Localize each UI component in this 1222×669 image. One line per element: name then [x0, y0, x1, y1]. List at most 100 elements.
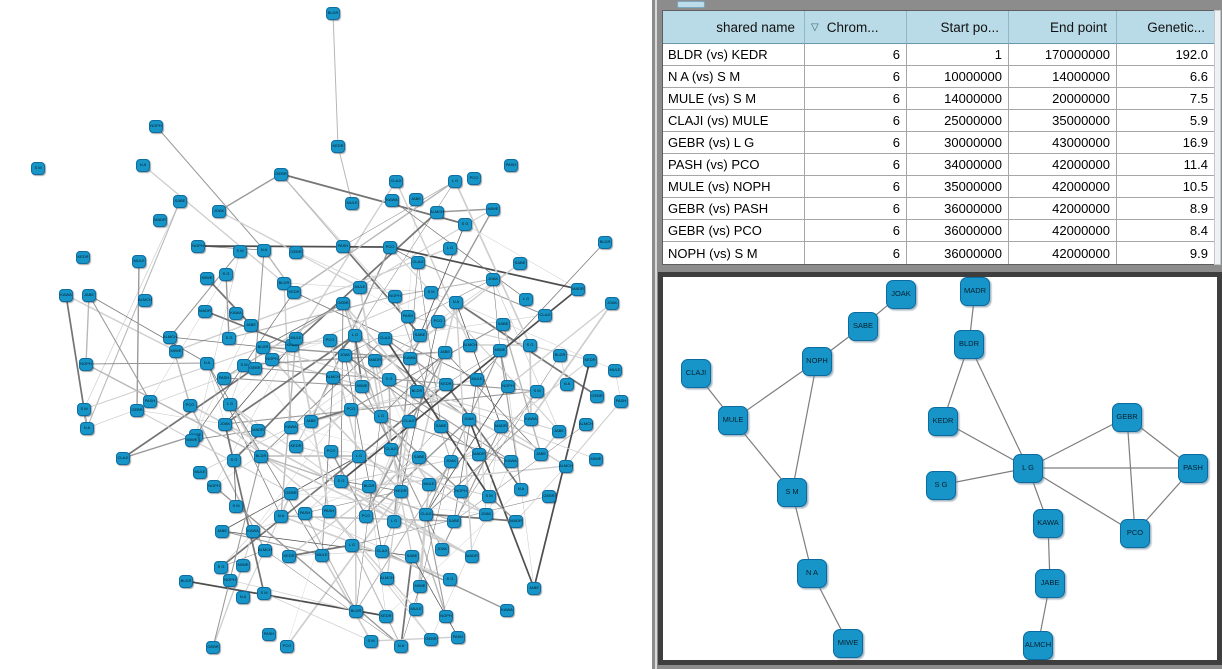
panel-splitter[interactable] [655, 0, 657, 669]
network-node[interactable]: KEDR [379, 609, 393, 623]
filtered-network-view-panel[interactable]: JOAK SABE NOPH CLAJI MULE S M N A MIWE MADR BLDR K… [658, 272, 1222, 665]
network-node[interactable]: JABE [409, 192, 423, 206]
network-node[interactable]: PCO [323, 333, 337, 347]
network-node[interactable]: KEDR [287, 285, 301, 299]
network-node[interactable]: ALMCH [1023, 630, 1053, 660]
network-node[interactable]: KEDR [331, 139, 345, 153]
network-node[interactable]: MIWE [236, 558, 250, 572]
network-node[interactable]: MIWE [833, 628, 863, 658]
network-node[interactable]: L G [1013, 453, 1043, 483]
network-node[interactable]: NOPH [149, 119, 163, 133]
network-node[interactable]: PASH [1178, 453, 1208, 483]
network-node[interactable]: S M [364, 634, 378, 648]
table-row[interactable]: PASH (vs) PCO 6 34000000 42000000 11.4 [663, 154, 1214, 176]
network-node[interactable]: S G [219, 267, 233, 281]
network-node[interactable]: L G [387, 514, 401, 528]
network-node[interactable]: KAWA [284, 420, 298, 434]
network-node[interactable]: KAWA [504, 454, 518, 468]
network-node[interactable]: MIWE [413, 579, 427, 593]
network-node[interactable]: GEBR [274, 167, 288, 181]
network-node[interactable]: PASH [217, 371, 231, 385]
network-node[interactable]: L G [223, 397, 237, 411]
network-node[interactable]: ALMCH [258, 543, 272, 557]
network-node[interactable]: S G [523, 338, 537, 352]
network-node[interactable]: MIWE [169, 344, 183, 358]
network-node[interactable]: S M [424, 285, 438, 299]
network-node[interactable]: MULE [289, 331, 303, 345]
table-row[interactable]: GEBR (vs) L G 6 30000000 43000000 16.9 [663, 132, 1214, 154]
network-node[interactable]: L G [352, 449, 366, 463]
network-node[interactable]: JOAK [338, 348, 352, 362]
network-node[interactable]: SABE [434, 419, 448, 433]
column-header-genetic---[interactable]: Genetic... [1117, 11, 1214, 44]
network-node[interactable]: BLDR [553, 348, 567, 362]
network-node[interactable]: JABE [304, 414, 318, 428]
network-node[interactable]: S M [233, 244, 247, 258]
network-node[interactable]: NOPH [454, 484, 468, 498]
network-node[interactable]: MULE [345, 196, 359, 210]
network-node[interactable]: KAWA [403, 351, 417, 365]
network-node[interactable]: SABE [412, 450, 426, 464]
network-node[interactable]: KEDR [928, 406, 958, 436]
network-node[interactable]: KEDR [289, 439, 303, 453]
network-node[interactable]: MULE [409, 602, 423, 616]
network-node[interactable]: CLAJI [116, 451, 130, 465]
network-node[interactable]: N A [236, 590, 250, 604]
network-node[interactable]: JOAK [218, 417, 232, 431]
network-node[interactable]: MULE [422, 477, 436, 491]
network-node[interactable]: S G [382, 372, 396, 386]
network-node[interactable]: NOPH [191, 239, 205, 253]
network-node[interactable]: MADR [472, 447, 486, 461]
network-node[interactable]: KAWA [385, 193, 399, 207]
table-row[interactable]: MULE (vs) NOPH 6 35000000 42000000 10.5 [663, 176, 1214, 198]
network-node[interactable]: BLDR [256, 340, 270, 354]
network-node[interactable]: BLDR [326, 6, 340, 20]
network-node[interactable]: KEDR [282, 549, 296, 563]
network-node[interactable]: CLAJI [402, 414, 416, 428]
network-node[interactable]: CLAJI [681, 358, 711, 388]
network-node[interactable]: BLDR [254, 449, 268, 463]
network-node[interactable]: NOPH [501, 379, 515, 393]
network-node[interactable]: PASH [451, 630, 465, 644]
network-node[interactable]: S G [926, 470, 956, 500]
network-node[interactable]: S G [227, 453, 241, 467]
network-node[interactable]: S M [257, 586, 271, 600]
network-node[interactable]: PASH [336, 239, 350, 253]
network-node[interactable]: MADR [494, 419, 508, 433]
network-node[interactable]: JOAK [444, 454, 458, 468]
network-node[interactable]: BLDR [954, 329, 984, 359]
network-node[interactable]: MIWE [185, 433, 199, 447]
network-node[interactable]: MULE [718, 405, 748, 435]
network-node[interactable]: S M [229, 499, 243, 513]
network-node[interactable]: S M [77, 402, 91, 416]
network-node[interactable]: SABE [496, 317, 510, 331]
network-node[interactable]: N A [257, 243, 271, 257]
table-row[interactable]: N A (vs) S M 6 10000000 14000000 6.6 [663, 66, 1214, 88]
network-node[interactable]: PCO [467, 171, 481, 185]
network-node[interactable]: N A [136, 158, 150, 172]
network-node[interactable]: PASH [401, 309, 415, 323]
network-node[interactable]: BLDR [598, 235, 612, 249]
network-node[interactable]: JABE [82, 288, 96, 302]
network-node[interactable]: MULE [315, 548, 329, 562]
network-node[interactable]: SABE [447, 514, 461, 528]
network-node[interactable]: MADR [509, 514, 523, 528]
network-node[interactable]: JABE [527, 581, 541, 595]
network-node[interactable]: KAWA [1033, 508, 1063, 538]
network-node[interactable]: PCO [431, 314, 445, 328]
network-node[interactable]: PASH [504, 158, 518, 172]
network-node[interactable]: MADR [368, 353, 382, 367]
network-node[interactable]: MIWE [589, 452, 603, 466]
network-node[interactable]: N A [274, 509, 288, 523]
network-node[interactable]: CLAJI [538, 308, 552, 322]
network-node[interactable]: JABE [552, 424, 566, 438]
network-node[interactable]: MADR [571, 282, 585, 296]
network-node[interactable]: MIWE [493, 343, 507, 357]
network-node[interactable]: PCO [383, 240, 397, 254]
network-node[interactable]: GEBR [130, 403, 144, 417]
network-node[interactable]: ALMCH [138, 293, 152, 307]
network-node[interactable]: S G [334, 474, 348, 488]
network-node[interactable]: JABE [215, 524, 229, 538]
network-node[interactable]: PASH [143, 394, 157, 408]
